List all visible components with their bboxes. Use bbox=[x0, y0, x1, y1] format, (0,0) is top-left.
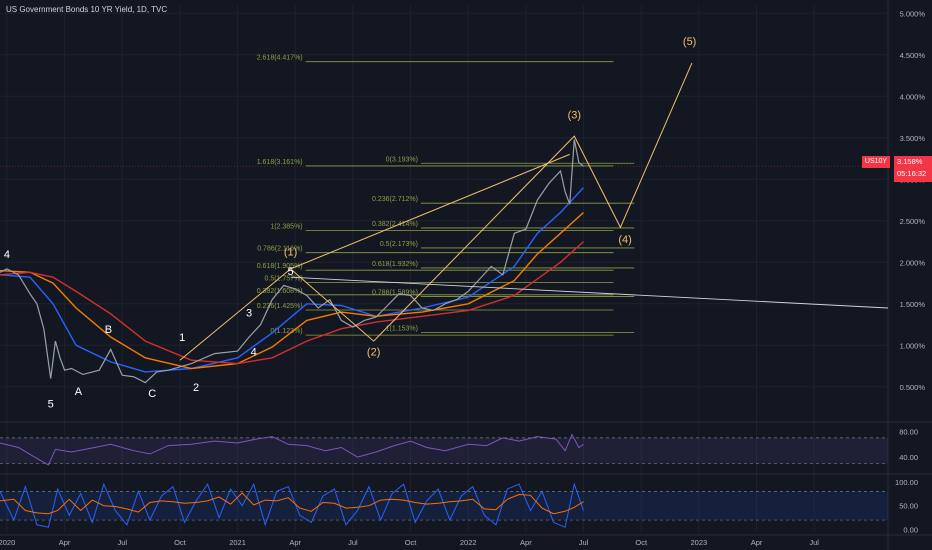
y-tick-label: 0.500% bbox=[900, 383, 926, 392]
wave-label: 3 bbox=[246, 307, 252, 319]
fib-label: 0.236(1.425%) bbox=[257, 303, 303, 310]
fib-label: 0.382(2.414%) bbox=[372, 221, 418, 228]
last-price-badge: US10Y 3.158% 05:16:32 bbox=[862, 156, 932, 182]
channel-line bbox=[290, 153, 570, 270]
x-tick-label: Apr bbox=[59, 538, 71, 547]
wave-label: 2 bbox=[193, 382, 199, 394]
price-line bbox=[0, 139, 584, 384]
fib-label: 0(3.193%) bbox=[386, 156, 418, 163]
wave-label: 4 bbox=[4, 249, 10, 261]
rsi-panel: 80.00 40.00 bbox=[0, 427, 918, 466]
y-tick-label: 1.500% bbox=[900, 300, 926, 309]
wave-label: B bbox=[105, 324, 112, 336]
x-tick-label: Oct bbox=[405, 538, 418, 547]
moving-average-line bbox=[0, 187, 585, 373]
rsi-tick-label: 40.00 bbox=[899, 453, 918, 462]
moving-averages bbox=[0, 187, 585, 373]
x-tick-label: Oct bbox=[635, 538, 648, 547]
wave-label: (4) bbox=[618, 234, 631, 246]
fib-label: 1(2.385%) bbox=[270, 223, 302, 230]
x-tick-label: Jul bbox=[348, 538, 358, 547]
chart-title: US Government Bonds 10 YR Yield, 1D, TVC bbox=[6, 5, 168, 14]
badge-value: 3.158% bbox=[897, 157, 923, 166]
fib-label: 2.618(4.417%) bbox=[257, 55, 303, 62]
stoch-tick-label: 50.00 bbox=[899, 502, 918, 511]
badge-value-box: 3.158% 05:16:32 bbox=[894, 156, 932, 182]
x-tick-label: Jul bbox=[579, 538, 589, 547]
y-tick-label: 2.500% bbox=[900, 217, 926, 226]
wave-label: (1) bbox=[284, 247, 297, 259]
fib-label: 0.236(2.712%) bbox=[372, 196, 418, 203]
stoch-d-line bbox=[0, 492, 584, 515]
rsi-line bbox=[0, 433, 584, 466]
x-tick-label: Oct bbox=[174, 538, 187, 547]
wave-labels: 4 5 A B C 1 2 3 4 5 (1) (2) (3) (4) (5) bbox=[4, 36, 697, 411]
y-tick-label: 2.000% bbox=[900, 258, 926, 267]
fib-label: 1.618(3.161%) bbox=[257, 159, 303, 166]
rsi-tick-label: 80.00 bbox=[899, 427, 918, 436]
wave-label: (3) bbox=[568, 110, 581, 122]
wave-label: (2) bbox=[367, 346, 380, 358]
fib-label: 0.5(2.173%) bbox=[380, 241, 418, 248]
x-tick-label: Apr bbox=[520, 538, 532, 547]
fib-label: 0(1.123%) bbox=[270, 328, 302, 335]
y-tick-label: 1.000% bbox=[900, 341, 926, 350]
trendline bbox=[290, 276, 889, 309]
wave-drawings bbox=[179, 62, 889, 361]
x-tick-label: Jul bbox=[117, 538, 127, 547]
fib-label: 0.5(1.757%) bbox=[264, 275, 302, 282]
moving-average-line bbox=[0, 211, 584, 370]
wave-label: A bbox=[75, 386, 83, 398]
wave-label: (5) bbox=[683, 36, 696, 48]
wave-label: 1 bbox=[179, 332, 185, 344]
fib-label: 0.618(1.932%) bbox=[372, 261, 418, 268]
badge-countdown: 05:16:32 bbox=[897, 169, 927, 178]
wave-label: 5 bbox=[48, 399, 54, 411]
price-series bbox=[0, 139, 584, 384]
x-tick-label: Apr bbox=[751, 538, 763, 547]
fib-label: 1(1.153%) bbox=[386, 326, 418, 333]
fib-label: 0.618(1.905%) bbox=[257, 263, 303, 270]
stoch-tick-label: 0.00 bbox=[903, 526, 918, 535]
x-tick-label: Apr bbox=[289, 538, 301, 547]
wave-label: C bbox=[148, 388, 156, 400]
stoch-panel: 100.00 50.00 0.00 bbox=[0, 478, 918, 535]
y-tick-label: 5.000% bbox=[900, 9, 926, 18]
wave-path bbox=[179, 62, 693, 361]
fib-label: 0.786(1.589%) bbox=[372, 289, 418, 296]
y-tick-label: 3.500% bbox=[900, 134, 926, 143]
fib-label: 0.786(2.116%) bbox=[257, 246, 302, 253]
x-tick-label: Jul bbox=[809, 538, 819, 547]
stoch-tick-label: 100.00 bbox=[895, 478, 918, 487]
wave-label: 5 bbox=[288, 266, 294, 278]
moving-average-line bbox=[0, 241, 584, 365]
x-tick-label: 2022 bbox=[460, 538, 477, 547]
wave-label: 4 bbox=[251, 346, 257, 358]
x-axis: 2020 Apr Jul Oct 2021 Apr Jul Oct 2022 Apr Jul Oct 2… bbox=[0, 538, 819, 547]
x-tick-label: 2021 bbox=[229, 538, 246, 547]
badge-symbol: US10Y bbox=[862, 156, 890, 168]
x-tick-label: 2020 bbox=[0, 538, 15, 547]
y-tick-label: 4.500% bbox=[900, 51, 926, 60]
x-tick-label: 2023 bbox=[691, 538, 708, 547]
y-tick-label: 4.000% bbox=[900, 92, 926, 101]
